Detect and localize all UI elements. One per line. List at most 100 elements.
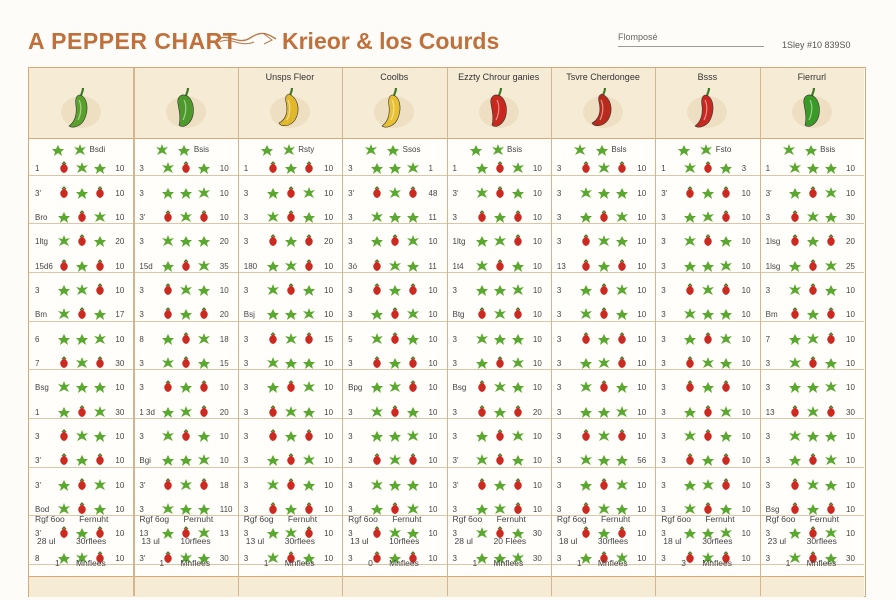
row-value: 48: [428, 188, 438, 198]
row-label: 3: [452, 553, 457, 563]
leaf-sprig-icon: [702, 309, 715, 321]
leaf-sprig-icon: [284, 358, 297, 369]
leaf-sprig-icon: [162, 333, 175, 345]
leaf-sprig-icon: [511, 357, 524, 368]
row-value: 20: [219, 237, 229, 247]
leaf-sprig-icon: [475, 332, 488, 344]
row-value: 10: [428, 456, 438, 466]
red-pepper-icon: [96, 453, 104, 466]
leaf-sprig-icon: [788, 187, 801, 199]
leaf-sprig-icon: [407, 333, 420, 345]
column-sub-label: Bsis: [193, 145, 210, 155]
leaf-sprig-icon: [702, 551, 715, 563]
leaf-sprig-icon: [702, 357, 715, 368]
row-value: 10: [637, 383, 647, 393]
row-value: 20: [846, 237, 855, 247]
leaf-sprig-icon: [94, 431, 106, 442]
leaf-sprig-icon: [389, 358, 402, 369]
row-value: 10: [532, 164, 542, 174]
leaf-sprig-icon: [720, 504, 733, 515]
row-value: 10: [741, 213, 751, 222]
red-pepper-icon: [60, 453, 68, 466]
row-value: 10: [637, 213, 647, 222]
row-label: 3': [139, 553, 146, 563]
footer-cell: 3: [681, 558, 686, 568]
leaf-sprig-icon: [76, 187, 88, 199]
leaf-sprig-icon: [74, 143, 86, 155]
row-value: 10: [741, 480, 751, 490]
row-label: 3': [452, 456, 459, 466]
red-pepper-icon: [704, 161, 712, 174]
leaf-sprig-icon: [597, 503, 610, 514]
leaf-sprig-icon: [180, 187, 193, 199]
leaf-sprig-icon: [76, 162, 88, 174]
leaf-sprig-icon: [162, 528, 175, 540]
red-pepper-icon: [182, 161, 191, 174]
leaf-sprig-icon: [702, 260, 715, 272]
column-divider: [133, 68, 135, 596]
footer-cell: 30rflees: [806, 536, 837, 546]
leaf-sprig-icon: [579, 381, 592, 393]
red-pepper-icon: [582, 258, 590, 271]
red-pepper-icon: [582, 331, 590, 344]
leaf-sprig-icon: [371, 405, 384, 417]
red-pepper-icon: [808, 258, 817, 271]
red-pepper-icon: [600, 283, 608, 295]
row-label: 1lsg: [765, 237, 781, 247]
red-pepper-icon: [495, 185, 504, 198]
leaf-sprig-icon: [720, 163, 733, 175]
red-pepper-icon: [305, 258, 313, 271]
row-label: 13: [139, 529, 149, 539]
row-label: 3: [243, 432, 249, 441]
row-value: 20: [324, 237, 334, 247]
leaf-sprig-icon: [788, 430, 801, 441]
leaf-sprig-icon: [597, 528, 610, 540]
footer-cell: Fernuht: [496, 514, 526, 524]
pepper-icon: [165, 87, 206, 128]
row-value: 10: [532, 188, 542, 198]
leaf-sprig-icon: [475, 454, 488, 466]
row-label: 3: [35, 286, 40, 295]
red-pepper-icon: [826, 234, 835, 247]
column-header: Fierrurl: [760, 68, 864, 138]
row-value: 10: [324, 310, 334, 320]
red-pepper-icon: [600, 307, 608, 320]
red-pepper-icon: [269, 161, 277, 174]
pepper-chart-table: Unsps Fleor Coolbs Ezzty Chrour ganies Tsvr…: [28, 67, 866, 597]
leaf-sprig-icon: [389, 527, 402, 539]
pepper-sprig-icon: [215, 32, 277, 45]
row-value: 10: [115, 213, 125, 222]
red-pepper-icon: [618, 331, 626, 344]
row-value: 10: [428, 359, 438, 368]
footer-cell: 10rflees: [180, 536, 211, 546]
leaf-sprig-icon: [684, 406, 697, 418]
leaf-sprig-icon: [573, 143, 586, 155]
red-pepper-icon: [78, 234, 86, 247]
leaf-sprig-icon: [804, 144, 817, 156]
red-pepper-icon: [78, 477, 86, 490]
leaf-sprig-icon: [597, 162, 610, 174]
column-divider: [342, 68, 344, 596]
red-pepper-icon: [513, 477, 522, 490]
row-value: 10: [846, 310, 855, 320]
row-label: 180: [243, 261, 258, 271]
red-pepper-icon: [513, 234, 522, 247]
row-label: 3: [556, 188, 562, 198]
row-label: Bpg: [348, 383, 363, 393]
row-value: 10: [324, 505, 334, 514]
red-pepper-icon: [704, 331, 712, 344]
row-label: 15d: [139, 261, 153, 271]
row-label: 3': [35, 188, 41, 198]
row-label: 3: [556, 359, 562, 368]
red-pepper-icon: [790, 404, 799, 417]
row-value: 10: [324, 529, 334, 539]
leaf-sprig-icon: [76, 284, 88, 295]
leaf-sprig-icon: [162, 406, 175, 418]
row-label: 13: [556, 261, 566, 271]
row-label: 3': [452, 188, 459, 198]
red-pepper-icon: [287, 380, 295, 393]
column-title: Tsvre Cherdongee: [566, 72, 640, 82]
row-value: 10: [532, 213, 542, 222]
footer-cell: Rgf 6og: [556, 514, 587, 524]
row-value: 30: [115, 407, 125, 417]
